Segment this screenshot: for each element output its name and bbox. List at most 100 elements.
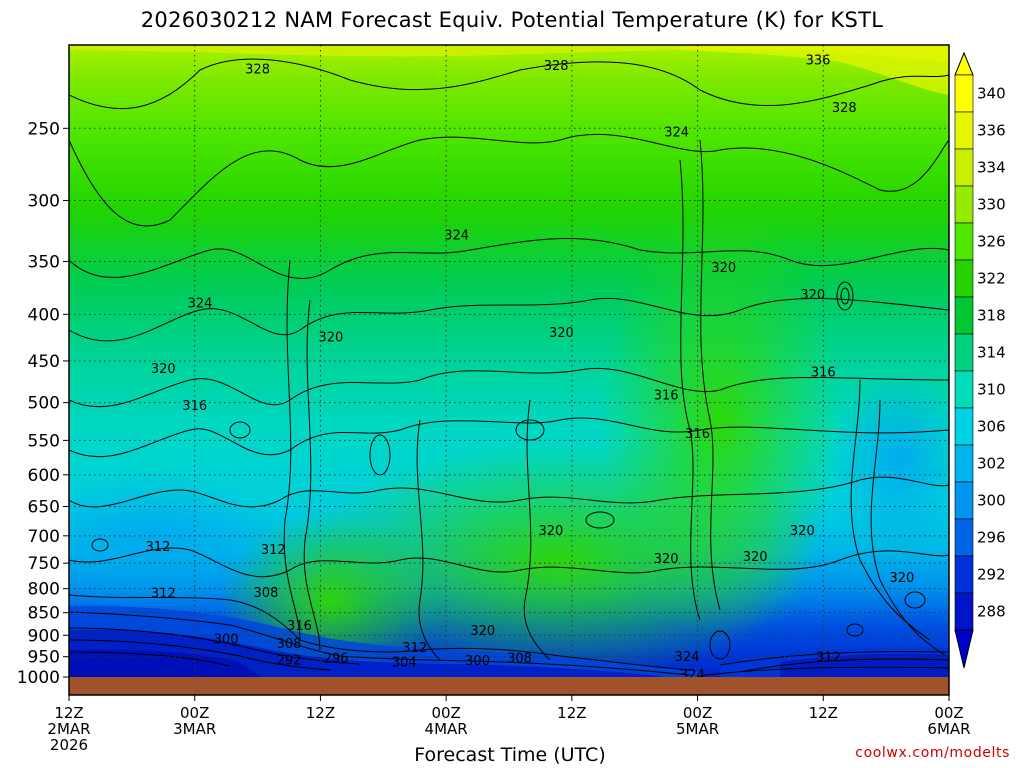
contour-label: 320 bbox=[538, 524, 563, 539]
colorbar-label: 334 bbox=[977, 159, 1006, 177]
contour-label: 300 bbox=[214, 632, 239, 647]
contour-label: 320 bbox=[790, 524, 815, 539]
colorbar-swatch bbox=[954, 333, 974, 372]
contour-label: 320 bbox=[743, 550, 768, 565]
x-tick-label: 5MAR bbox=[676, 720, 719, 738]
colorbar-swatch bbox=[954, 296, 974, 335]
colorbar-label: 314 bbox=[977, 344, 1006, 362]
contour-label: 328 bbox=[245, 63, 270, 78]
contour-label: 312 bbox=[816, 651, 841, 666]
colorbar-label: 292 bbox=[977, 566, 1006, 584]
contour-label: 320 bbox=[800, 288, 825, 303]
y-tick-label: 500 bbox=[28, 394, 60, 414]
contour-label: 320 bbox=[318, 330, 343, 345]
contour-label: 316 bbox=[811, 365, 836, 380]
colorbar-label: 336 bbox=[977, 122, 1006, 140]
contour-label: 316 bbox=[654, 389, 679, 404]
y-tick-label: 350 bbox=[28, 252, 60, 272]
x-tick-label: 00Z bbox=[934, 704, 963, 722]
contour-label: 300 bbox=[465, 654, 490, 669]
x-tick-label: 3MAR bbox=[173, 720, 216, 738]
contour-labels: 328 328 336 328 324 324 324 320 320 320 320 320 316 3… bbox=[146, 53, 915, 683]
colorbar-label: 288 bbox=[977, 603, 1006, 621]
colorbar-swatch bbox=[954, 518, 974, 557]
colorbar-swatch bbox=[954, 74, 974, 113]
contour-label: 328 bbox=[832, 101, 857, 116]
colorbar-swatch bbox=[954, 148, 974, 187]
y-tick-label: 1000 bbox=[17, 668, 60, 688]
colorbar: 340 336 334 330 326 322 318 314 310 306 302 300 296 2… bbox=[954, 51, 1006, 669]
colorbar-label: 302 bbox=[977, 455, 1006, 473]
contour-label: 308 bbox=[277, 637, 302, 652]
x-tick-label: 12Z bbox=[54, 704, 83, 722]
colorbar-swatch bbox=[954, 185, 974, 224]
x-tick-label: 2026 bbox=[50, 736, 88, 754]
x-tick-label: 4MAR bbox=[425, 720, 468, 738]
y-tick-label: 800 bbox=[28, 580, 60, 600]
ground-strip bbox=[69, 677, 949, 695]
colorbar-swatch bbox=[954, 111, 974, 150]
gridlines bbox=[69, 45, 949, 677]
colorbar-label: 322 bbox=[977, 270, 1006, 288]
contour-label: 320 bbox=[470, 624, 495, 639]
colorbar-label: 296 bbox=[977, 529, 1006, 547]
contour-label: 336 bbox=[806, 53, 831, 68]
y-axis: 2503003504004505005506006507007508008509… bbox=[17, 119, 69, 688]
colorbar-label: 340 bbox=[977, 85, 1006, 103]
credit-text: coolwx.com/modelts bbox=[855, 745, 1010, 761]
x-tick-label: 2MAR bbox=[47, 720, 90, 738]
x-tick-label: 12Z bbox=[306, 704, 335, 722]
y-tick-label: 300 bbox=[28, 191, 60, 211]
contour-label: 304 bbox=[392, 655, 417, 670]
contour-label: 320 bbox=[889, 571, 914, 586]
x-tick-label: 00Z bbox=[683, 704, 712, 722]
colorbar-swatch bbox=[954, 555, 974, 594]
colorbar-label: 326 bbox=[977, 233, 1006, 251]
contour-label: 292 bbox=[277, 654, 302, 669]
y-tick-label: 600 bbox=[28, 466, 60, 486]
colorbar-label: 300 bbox=[977, 492, 1006, 510]
contour-label: 320 bbox=[151, 362, 176, 377]
colorbar-swatch bbox=[954, 444, 974, 483]
contour-label: 320 bbox=[654, 552, 679, 567]
x-axis-label: Forecast Time (UTC) bbox=[414, 744, 606, 766]
colorbar-swatch bbox=[954, 370, 974, 409]
colorbar-label: 330 bbox=[977, 196, 1006, 214]
x-tick-label: 6MAR bbox=[927, 720, 970, 738]
colorbar-swatch bbox=[954, 481, 974, 520]
chart-title: 2026030212 NAM Forecast Equiv. Potential… bbox=[140, 8, 884, 32]
contour-label: 316 bbox=[182, 399, 207, 414]
y-tick-label: 700 bbox=[28, 527, 60, 547]
colorbar-swatch bbox=[954, 259, 974, 298]
colorbar-label: 306 bbox=[977, 418, 1006, 436]
contour-label: 324 bbox=[675, 650, 700, 665]
y-tick-label: 250 bbox=[28, 119, 60, 139]
contour-label: 324 bbox=[188, 296, 213, 311]
y-tick-label: 900 bbox=[28, 626, 60, 646]
y-tick-label: 550 bbox=[28, 431, 60, 451]
colorbar-label: 318 bbox=[977, 307, 1006, 325]
contour-label: 312 bbox=[146, 540, 171, 555]
colorbar-swatch bbox=[954, 592, 974, 631]
contour-label: 312 bbox=[151, 587, 176, 602]
contour-lines bbox=[69, 58, 949, 677]
contour-label: 296 bbox=[324, 652, 349, 667]
x-tick-label: 00Z bbox=[431, 704, 460, 722]
contour-label: 312 bbox=[261, 543, 286, 558]
x-tick-label: 00Z bbox=[180, 704, 209, 722]
contour-label: 308 bbox=[507, 652, 532, 667]
contour-label: 316 bbox=[287, 619, 312, 634]
y-tick-label: 400 bbox=[28, 305, 60, 325]
contour-label: 308 bbox=[254, 586, 279, 601]
y-tick-label: 750 bbox=[28, 554, 60, 574]
colorbar-swatch bbox=[954, 222, 974, 261]
colorbar-swatch bbox=[954, 407, 974, 446]
y-tick-label: 450 bbox=[28, 352, 60, 372]
plot-frame bbox=[68, 44, 950, 696]
contour-label: 324 bbox=[664, 125, 689, 140]
contour-label: 316 bbox=[685, 427, 710, 442]
y-tick-label: 650 bbox=[28, 497, 60, 517]
colorbar-bottom-arrow bbox=[954, 629, 974, 669]
